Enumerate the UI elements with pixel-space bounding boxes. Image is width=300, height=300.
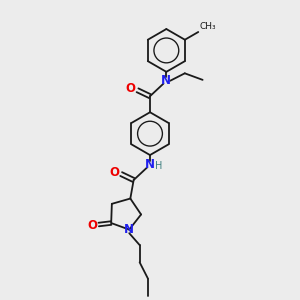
Text: O: O — [87, 219, 97, 232]
Text: O: O — [110, 166, 119, 179]
Text: O: O — [126, 82, 136, 95]
Text: N: N — [144, 158, 154, 171]
Text: N: N — [161, 74, 171, 87]
Text: CH₃: CH₃ — [200, 22, 216, 31]
Text: H: H — [155, 161, 162, 171]
Text: N: N — [124, 223, 134, 236]
